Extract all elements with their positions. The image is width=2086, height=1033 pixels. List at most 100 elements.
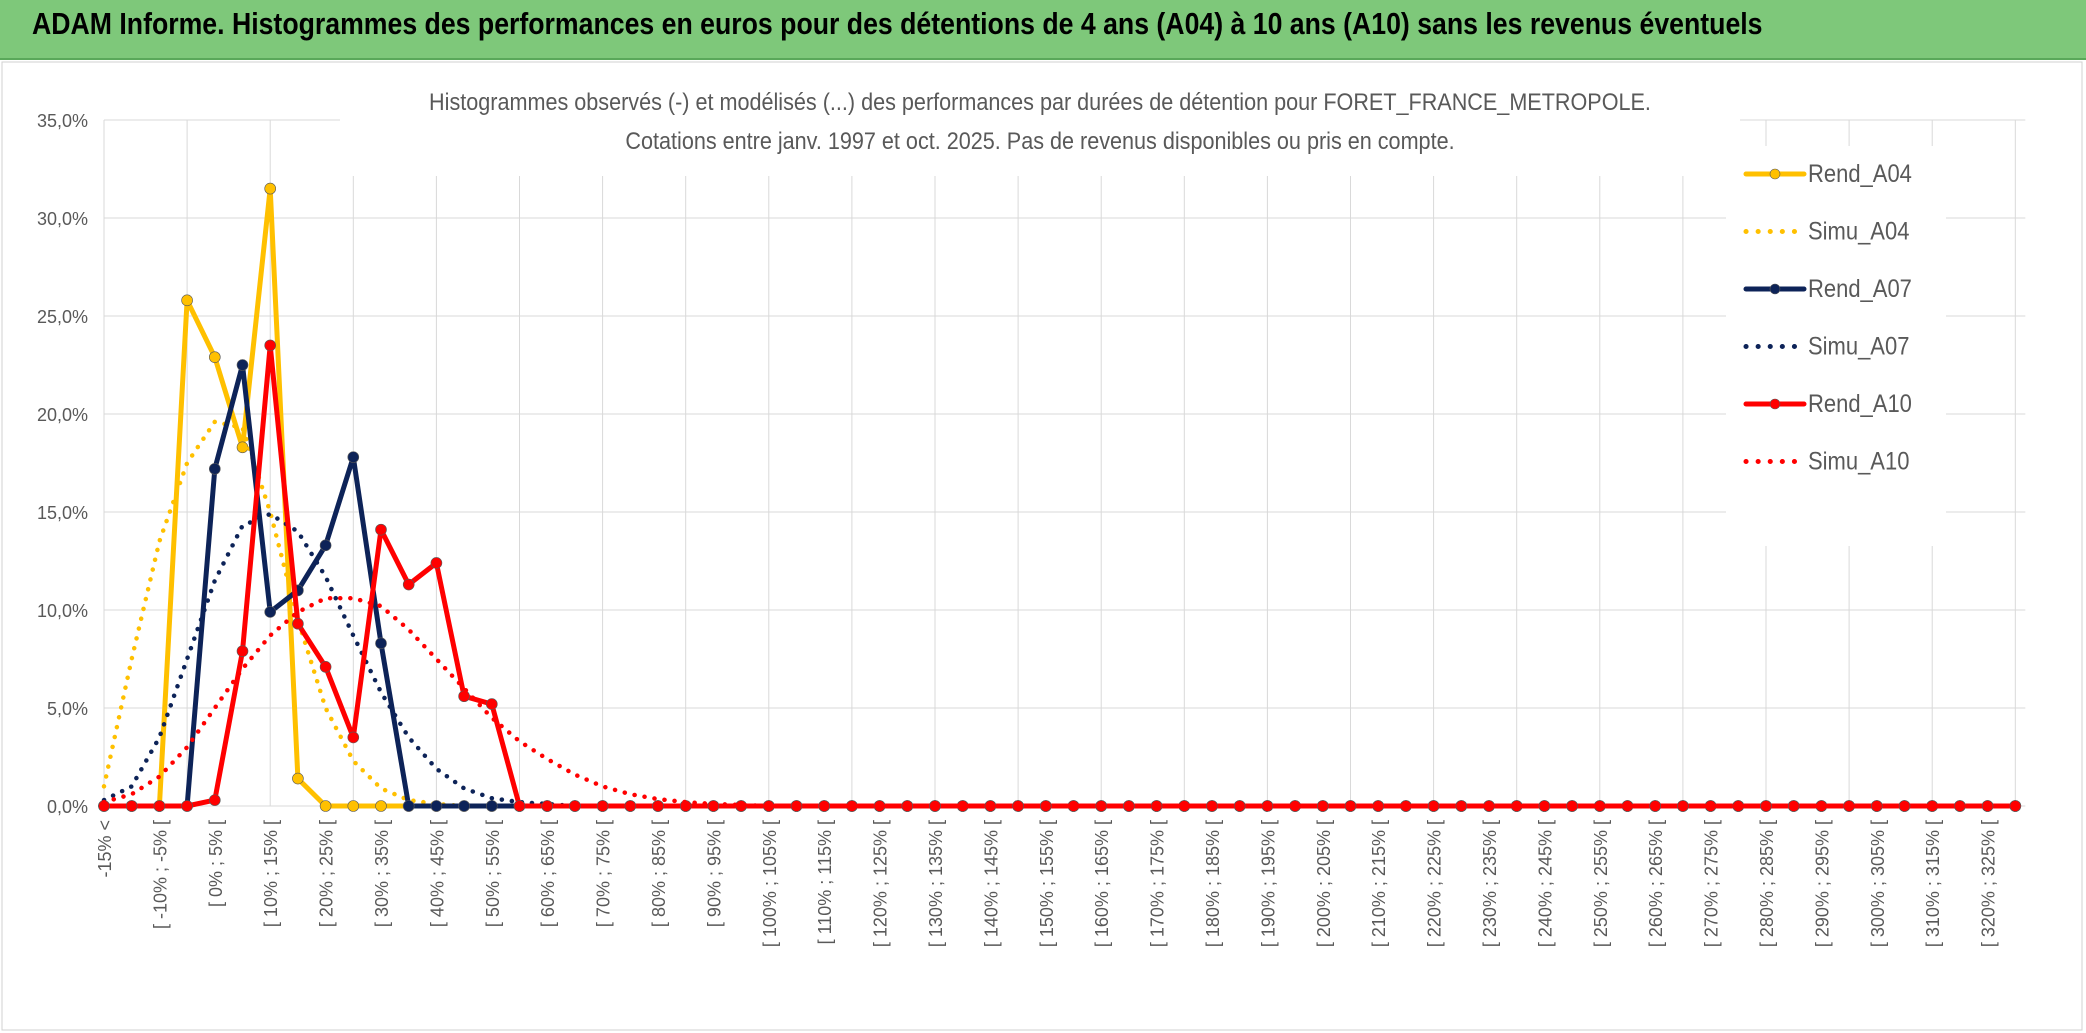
data-point-rend_a10: [485, 698, 498, 710]
data-point-rend_a10: [264, 339, 277, 352]
data-point-rend_a10: [2009, 800, 2022, 812]
y-tick-label: 20,0%: [37, 405, 88, 425]
data-point-rend_a07: [236, 359, 249, 371]
data-point-rend_a04: [292, 772, 304, 785]
data-point-rend_a10: [347, 731, 360, 744]
x-tick-label: [ 210% ; 215% [: [1369, 820, 1389, 947]
data-point-rend_a10: [209, 794, 221, 806]
x-tick-label: [ -10% ; -5% [: [150, 820, 170, 929]
data-point-rend_a10: [430, 557, 443, 569]
x-tick-label: [ 230% ; 235% [: [1480, 820, 1500, 947]
data-point-rend_a04: [375, 800, 387, 812]
legend-background: [1726, 146, 1946, 546]
title-background: [340, 78, 1740, 176]
report-banner: ADAM Informe. Histogrammes des performan…: [0, 0, 2086, 60]
data-point-rend_a04: [347, 800, 360, 812]
data-point-rend_a07: [402, 800, 415, 812]
report-title: ADAM Informe. Histogrammes des performan…: [32, 6, 1763, 41]
chart-area: 0,0% 5,0% 10,0% 15,0% 20,0% 25,0% 30,0% 35,0% -1…: [0, 60, 2086, 1033]
data-point-rend_a07: [375, 637, 387, 650]
x-tick-label: [ 160% ; 165% [: [1092, 820, 1112, 947]
x-tick-label: [ 90% ; 95% [: [704, 820, 724, 927]
legend-label-rend_a07: Rend_A07: [1808, 275, 1912, 303]
x-tick-label: [ 180% ; 185% [: [1203, 820, 1223, 947]
x-tick-label: [ 30% ; 35% [: [372, 820, 392, 927]
data-point-rend_a10: [319, 661, 332, 673]
series-line-simu_a10: [101, 595, 2018, 809]
data-point-rend_a04: [319, 800, 332, 812]
data-point-rend_a04: [181, 294, 193, 307]
x-tick-label: [ 290% ; 295% [: [1812, 820, 1832, 947]
y-tick-label: 25,0%: [37, 307, 88, 327]
x-tick-label: [ 50% ; 55% [: [483, 820, 503, 927]
x-tick-label: [ 80% ; 85% [: [649, 820, 669, 927]
x-tick-label: [ 280% ; 285% [: [1757, 820, 1777, 947]
chart-title: Histogrammes observés (-) et modélisés (…: [429, 88, 1651, 115]
data-point-rend_a10: [292, 617, 304, 630]
x-tick-label: [ 120% ; 125% [: [871, 820, 891, 947]
data-point-rend_a10: [652, 800, 664, 812]
data-point-rend_a10: [402, 578, 415, 591]
data-point-rend_a10: [236, 645, 249, 657]
legend-label-simu_a10: Simu_A10: [1808, 447, 1909, 475]
data-point-rend_a07: [264, 606, 277, 618]
x-tick-label: [ 100% ; 105% [: [760, 820, 780, 947]
x-tick-label: [ 130% ; 135% [: [926, 820, 946, 947]
data-point-rend_a10: [181, 800, 193, 812]
data-point-rend_a04: [209, 351, 221, 363]
data-point-rend_a10: [624, 800, 637, 812]
x-tick-label: [ 20% ; 25% [: [317, 820, 337, 927]
axes: 0,0% 5,0% 10,0% 15,0% 20,0% 25,0% 30,0% 35,0% -1…: [37, 111, 1999, 947]
x-tick-label: [ 220% ; 225% [: [1425, 820, 1445, 947]
legend-label-rend_a10: Rend_A10: [1808, 390, 1912, 418]
data-point-rend_a10: [375, 523, 387, 536]
x-tick-label: [ 0% ; 5% [: [206, 820, 226, 907]
data-point-rend_a07: [347, 451, 360, 463]
data-point-rend_a04: [264, 182, 277, 195]
x-tick-label: [ 140% ; 145% [: [981, 820, 1001, 947]
x-tick-label: [ 170% ; 175% [: [1148, 820, 1168, 947]
legend-marker-rend_a10: [1769, 398, 1781, 410]
x-tick-label: [ 310% ; 315% [: [1923, 820, 1943, 947]
data-point-rend_a10: [125, 800, 138, 812]
chart-subtitle: Cotations entre janv. 1997 et oct. 2025.…: [625, 127, 1454, 154]
line-chart: 0,0% 5,0% 10,0% 15,0% 20,0% 25,0% 30,0% 35,0% -1…: [1, 61, 2083, 1031]
y-tick-label: 35,0%: [37, 111, 88, 131]
y-tick-label: 5,0%: [47, 699, 88, 719]
legend-marker-rend_a04: [1769, 168, 1781, 180]
x-tick-label: [ 40% ; 45% [: [427, 820, 447, 927]
data-point-rend_a04: [236, 441, 249, 454]
x-tick-label: [ 190% ; 195% [: [1258, 820, 1278, 947]
x-tick-label: [ 320% ; 325% [: [1979, 820, 1999, 947]
x-tick-label: [ 10% ; 15% [: [261, 820, 281, 927]
x-tick-label: [ 250% ; 255% [: [1591, 820, 1611, 947]
data-point-rend_a10: [569, 800, 581, 812]
data-point-rend_a10: [153, 800, 166, 812]
x-tick-label: [ 300% ; 305% [: [1868, 820, 1888, 947]
x-tick-label: [ 200% ; 205% [: [1314, 820, 1334, 947]
data-point-rend_a07: [430, 800, 443, 812]
x-tick-label: [ 270% ; 275% [: [1702, 820, 1722, 947]
x-tick-label: [ 110% ; 115% [: [815, 820, 835, 944]
y-tick-label: 0,0%: [47, 797, 88, 817]
data-point-rend_a10: [513, 800, 526, 812]
x-tick-label: [ 260% ; 265% [: [1646, 820, 1666, 947]
legend-label-simu_a04: Simu_A04: [1808, 217, 1909, 245]
x-tick-label: [ 70% ; 75% [: [594, 820, 614, 927]
x-tick-label: [ 150% ; 155% [: [1037, 820, 1057, 947]
data-point-rend_a07: [458, 800, 470, 812]
data-point-rend_a10: [596, 800, 609, 812]
y-tick-label: 15,0%: [37, 503, 88, 523]
data-point-rend_a10: [707, 800, 720, 812]
y-tick-label: 10,0%: [37, 601, 88, 621]
legend-marker-rend_a07: [1769, 283, 1781, 295]
series-lines: [98, 182, 2022, 812]
data-point-rend_a10: [541, 800, 554, 812]
x-tick-label: [ 240% ; 245% [: [1535, 820, 1555, 947]
data-point-rend_a07: [319, 539, 332, 552]
legend-label-rend_a04: Rend_A04: [1808, 160, 1912, 188]
data-point-rend_a07: [209, 463, 221, 475]
legend: Rend_A04 Simu_A04 Rend_A07 Simu_A07 Rend_A10…: [1726, 146, 1946, 546]
chart-title-group: Histogrammes observés (-) et modélisés (…: [340, 78, 1740, 176]
data-point-rend_a10: [458, 690, 470, 703]
